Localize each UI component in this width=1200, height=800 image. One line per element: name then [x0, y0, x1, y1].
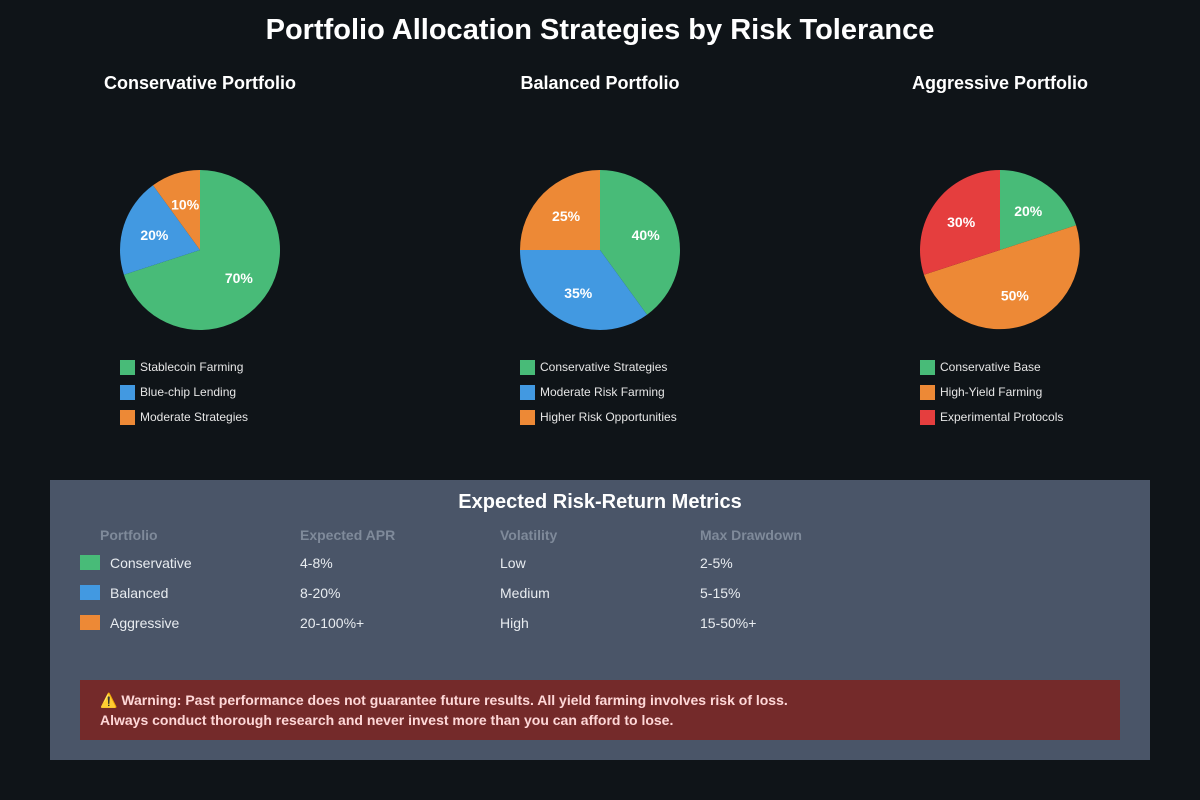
pie-chart: 70% 20%10%: [120, 169, 281, 330]
apr-cell: 20-100%+: [300, 615, 365, 631]
volatility-cell: High: [500, 615, 529, 631]
pie-slice: [152, 170, 200, 250]
legend-swatch: [520, 410, 535, 425]
legend-swatch: [120, 360, 135, 375]
portfolio-cell: Conservative: [110, 555, 192, 571]
legend-item: Moderate Risk Farming: [520, 385, 677, 410]
legend-swatch: [520, 385, 535, 400]
portfolio-cell: Balanced: [110, 585, 169, 601]
legend-item: Stablecoin Farming: [120, 360, 248, 385]
aggressive-portfolio-chart: Aggressive Portfolio 20% 50% 30% Conservat…: [800, 0, 1200, 460]
pie-slice: [120, 185, 200, 275]
portfolio-cell: Aggressive: [110, 615, 180, 631]
legend-item: Conservative Base: [920, 360, 1063, 385]
table-row: Aggressive 20-100%+ High 15-50%+: [50, 615, 1150, 635]
legend-label: Conservative Strategies: [540, 360, 668, 374]
legend-label: Higher Risk Opportunities: [540, 410, 677, 424]
legend-swatch: [920, 385, 935, 400]
header-volatility: Volatility: [500, 527, 558, 543]
warning-text-line-2: Always conduct thorough research and nev…: [100, 712, 674, 728]
slice-percentage-label: 25%: [552, 208, 581, 224]
header-portfolio: Portfolio: [100, 527, 158, 543]
slice-percentage-label: 70%: [225, 270, 254, 286]
metrics-panel: Expected Risk-Return Metrics Portfolio E…: [50, 480, 1150, 760]
pie-slice: [1000, 170, 1077, 250]
slice-percentage-label: 50%: [1001, 288, 1030, 304]
legend-swatch: [520, 360, 535, 375]
row-color-swatch: [80, 615, 100, 630]
pie-chart: 20% 50% 30%: [920, 170, 1080, 330]
legend-label: Blue-chip Lending: [140, 385, 237, 399]
slice-percentage-label: 30%: [947, 214, 976, 230]
slice-percentage-label: 20%: [140, 227, 169, 243]
table-row: Balanced 8-20% Medium 5-15%: [50, 585, 1150, 605]
header-expected-apr: Expected APR: [300, 527, 396, 543]
legend-label: Moderate Strategies: [140, 410, 249, 424]
volatility-cell: Medium: [500, 585, 550, 601]
legend-item: Blue-chip Lending: [120, 385, 248, 410]
legend-label: High-Yield Farming: [940, 385, 1043, 399]
legend-item: Conservative Strategies: [520, 360, 677, 385]
pie-slice: [920, 170, 1000, 275]
legend-label: Experimental Protocols: [940, 410, 1064, 424]
pie-slice: [600, 170, 680, 315]
pie-slice: [923, 225, 1080, 330]
chart-legend: Conservative Strategies Moderate Risk Fa…: [520, 360, 677, 435]
table-row: Conservative 4-8% Low 2-5%: [50, 555, 1150, 575]
legend-swatch: [920, 360, 935, 375]
legend-label: Conservative Base: [940, 360, 1041, 374]
row-color-swatch: [80, 555, 100, 570]
row-color-swatch: [80, 585, 100, 600]
warning-text-line-1: ⚠️ Warning: Past performance does not gu…: [100, 692, 788, 708]
legend-label: Moderate Risk Farming: [540, 385, 665, 399]
conservative-portfolio-chart: Conservative Portfolio 70% 20% 10% Stablec…: [0, 0, 400, 460]
apr-cell: 8-20%: [300, 585, 341, 601]
legend-label: Stablecoin Farming: [140, 360, 244, 374]
drawdown-cell: 15-50%+: [700, 615, 757, 631]
volatility-cell: Low: [500, 555, 526, 571]
legend-item: Higher Risk Opportunities: [520, 410, 677, 435]
chart-title: Aggressive Portfolio: [911, 73, 1089, 93]
chart-legend: Conservative Base High-Yield Farming Exp…: [920, 360, 1063, 435]
apr-cell: 4-8%: [300, 555, 333, 571]
legend-item: Experimental Protocols: [920, 410, 1063, 435]
pie-slice: [520, 170, 600, 250]
legend-item: Moderate Strategies: [120, 410, 248, 435]
chart-legend: Stablecoin Farming Blue-chip Lending Mod…: [120, 360, 248, 435]
drawdown-cell: 2-5%: [700, 555, 733, 571]
page-title: Portfolio Allocation Strategies by Risk …: [265, 14, 935, 46]
slice-percentage-label: 40%: [632, 227, 661, 243]
pie-slice: [520, 250, 648, 330]
legend-swatch: [120, 385, 135, 400]
metrics-title: Expected Risk-Return Metrics: [458, 491, 742, 513]
pie-chart: 40% 35% 25%: [520, 170, 680, 330]
drawdown-cell: 5-15%: [700, 585, 741, 601]
legend-item: High-Yield Farming: [920, 385, 1063, 410]
slice-percentage-label: 10%: [171, 196, 200, 212]
chart-title: Balanced Portfolio: [520, 73, 680, 93]
chart-title: Conservative Portfolio: [103, 73, 297, 93]
slice-percentage-label: 20%: [1014, 203, 1043, 219]
risk-warning: ⚠️ Warning: Past performance does not gu…: [80, 680, 1120, 740]
legend-swatch: [120, 410, 135, 425]
legend-swatch: [920, 410, 935, 425]
pie-slice: [123, 169, 281, 330]
slice-percentage-label: 35%: [564, 285, 593, 301]
balanced-portfolio-chart: Balanced Portfolio 40% 35% 25% Conservativ…: [400, 0, 800, 460]
header-max-drawdown: Max Drawdown: [700, 527, 802, 543]
